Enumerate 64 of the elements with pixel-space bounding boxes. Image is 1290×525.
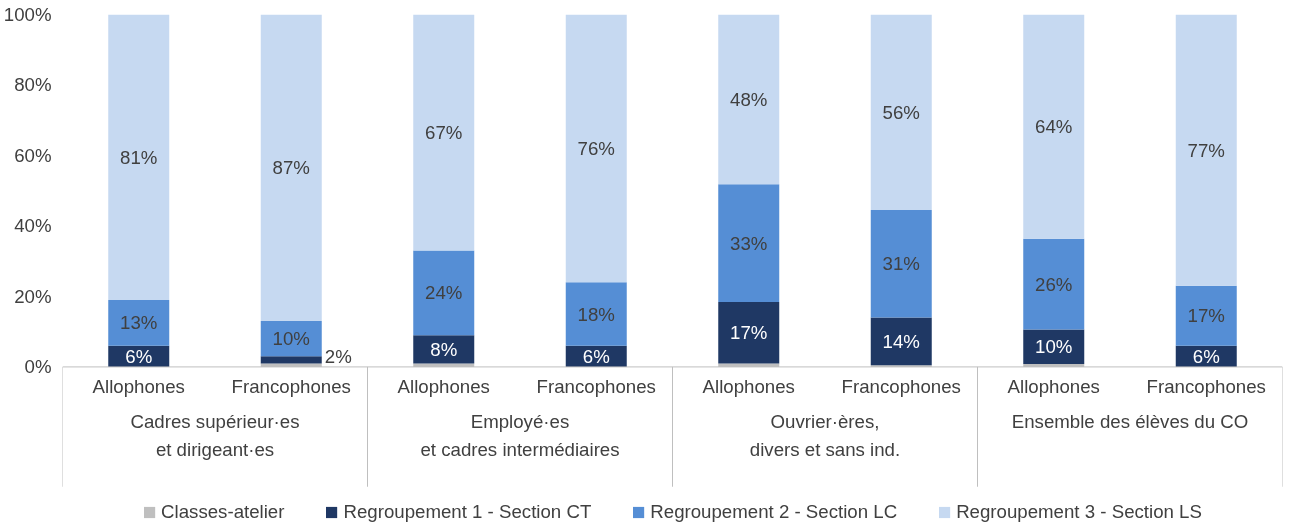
bar xyxy=(413,14,475,251)
bar xyxy=(870,210,932,318)
y-tick-label: 0% xyxy=(24,356,52,378)
bar xyxy=(1023,14,1085,239)
x-tick-label: Francophones xyxy=(1146,375,1266,397)
text: Cadres supérieur·es et dirigeant·es xyxy=(130,410,300,461)
text: Ensemble des élèves du CO xyxy=(1011,410,1249,432)
legend-label: Regroupement 3 - Section LS xyxy=(956,501,1202,523)
data-label: 14% xyxy=(882,330,920,352)
bar xyxy=(260,14,322,322)
x-tick-label: Allophones xyxy=(1007,375,1100,397)
x-tick-label: Francophones xyxy=(536,375,656,397)
y-tick-label: 80% xyxy=(14,74,52,96)
data-label: 10% xyxy=(272,328,310,350)
text: Employé·es et cadres intermédiaires xyxy=(420,410,620,461)
data-label: 64% xyxy=(1035,116,1073,138)
text: Ouvrier·ères, divers et sans ind. xyxy=(749,410,901,461)
bar xyxy=(413,250,475,336)
bar xyxy=(870,317,932,366)
legend-label: Classes-atelier xyxy=(161,501,285,523)
data-label: 33% xyxy=(730,232,768,254)
data-label: 56% xyxy=(882,101,920,123)
data-label: 10% xyxy=(1035,336,1073,358)
bar xyxy=(1175,285,1237,346)
data-label: 17% xyxy=(730,322,768,344)
data-label: 13% xyxy=(120,312,158,334)
y-tick-label: 20% xyxy=(14,285,52,307)
data-label: 17% xyxy=(1187,305,1225,327)
data-label: 6% xyxy=(1192,345,1220,367)
legend-label: Regroupement 1 - Section CT xyxy=(343,501,592,523)
data-label: 77% xyxy=(1187,139,1225,161)
y-tick-label: 40% xyxy=(14,215,52,237)
bar xyxy=(718,184,780,303)
bar xyxy=(108,299,170,346)
data-label: 18% xyxy=(577,303,615,325)
x-tick-label: Francophones xyxy=(231,375,351,397)
data-label: 2% xyxy=(324,345,352,367)
bar xyxy=(565,282,627,346)
data-label: 31% xyxy=(882,253,920,275)
bar xyxy=(718,14,780,185)
data-label: 76% xyxy=(577,137,615,159)
x-tick-label: Allophones xyxy=(397,375,490,397)
data-label: 6% xyxy=(125,345,153,367)
x-tick-label: Allophones xyxy=(702,375,795,397)
bar xyxy=(1023,238,1085,330)
data-label: 48% xyxy=(730,88,768,110)
bar xyxy=(108,14,170,300)
y-tick-label: 60% xyxy=(14,144,52,166)
data-label: 26% xyxy=(1035,273,1073,295)
bar xyxy=(565,14,627,283)
bar xyxy=(1175,14,1237,286)
legend-label: Regroupement 2 - Section LC xyxy=(650,501,898,523)
y-tick-label: 100% xyxy=(3,4,52,25)
x-tick-label: Allophones xyxy=(92,375,185,397)
data-label: 6% xyxy=(582,345,610,367)
data-label: 8% xyxy=(430,338,458,360)
data-label: 67% xyxy=(425,122,463,144)
data-label: 81% xyxy=(120,146,158,168)
bar xyxy=(870,14,932,211)
bar xyxy=(260,356,322,364)
data-label: 24% xyxy=(425,282,463,304)
bar xyxy=(718,302,780,364)
data-label: 87% xyxy=(272,157,310,179)
x-tick-label: Francophones xyxy=(841,375,961,397)
